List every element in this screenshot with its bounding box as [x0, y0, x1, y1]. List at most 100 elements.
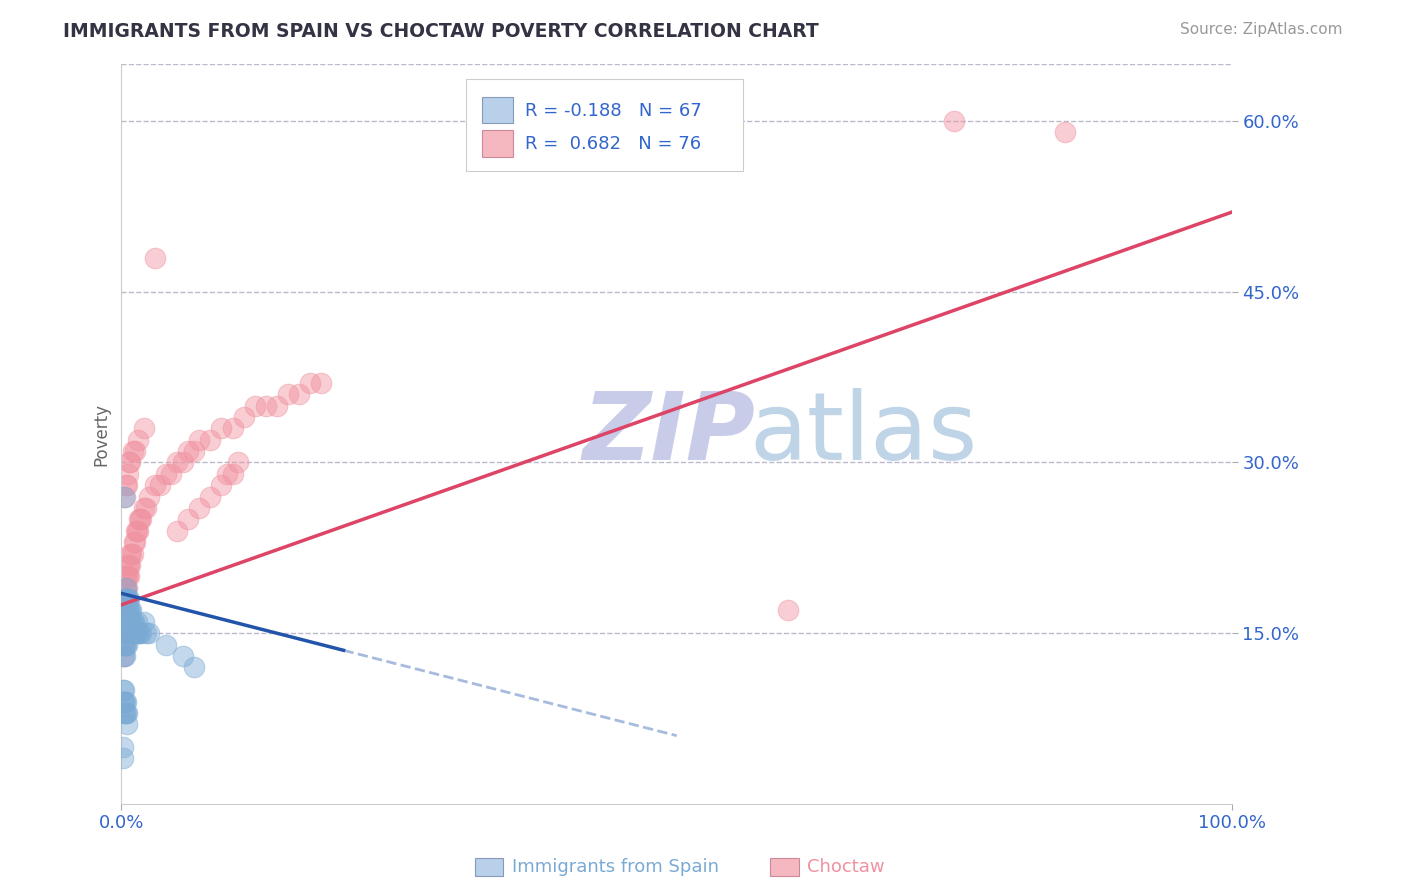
Point — [111, 638, 134, 652]
Point — [115, 581, 138, 595]
Point — [124, 626, 146, 640]
Point — [120, 615, 142, 629]
Point — [188, 501, 211, 516]
Text: IMMIGRANTS FROM SPAIN VS CHOCTAW POVERTY CORRELATION CHART: IMMIGRANTS FROM SPAIN VS CHOCTAW POVERTY… — [63, 22, 820, 41]
Point — [132, 501, 155, 516]
Point — [135, 501, 157, 516]
Point — [127, 433, 149, 447]
Point — [117, 467, 139, 481]
Text: Source: ZipAtlas.com: Source: ZipAtlas.com — [1180, 22, 1343, 37]
Point — [172, 455, 194, 469]
Point — [112, 626, 135, 640]
Point — [114, 638, 136, 652]
Point — [111, 751, 134, 765]
Point — [209, 478, 232, 492]
Point — [128, 626, 150, 640]
Point — [111, 615, 134, 629]
Point — [115, 615, 138, 629]
Point — [226, 455, 249, 469]
Point — [114, 603, 136, 617]
Point — [135, 626, 157, 640]
Point — [115, 592, 138, 607]
Point — [112, 592, 135, 607]
Point — [166, 455, 188, 469]
Point — [115, 581, 138, 595]
Point — [138, 490, 160, 504]
Point — [121, 444, 143, 458]
Point — [118, 615, 141, 629]
Point — [117, 626, 139, 640]
Point — [115, 706, 138, 720]
Point — [127, 626, 149, 640]
Point — [112, 626, 135, 640]
Point — [115, 603, 138, 617]
Point — [112, 638, 135, 652]
Point — [114, 694, 136, 708]
Point — [111, 683, 134, 698]
Point — [115, 569, 138, 583]
Point — [112, 648, 135, 663]
Point — [112, 706, 135, 720]
Point — [299, 376, 322, 390]
Point — [132, 421, 155, 435]
Point — [177, 444, 200, 458]
Point — [221, 421, 243, 435]
Point — [112, 694, 135, 708]
Point — [114, 490, 136, 504]
Point — [112, 490, 135, 504]
Point — [121, 547, 143, 561]
Point — [117, 569, 139, 583]
Point — [115, 478, 138, 492]
Point — [215, 467, 238, 481]
Point — [117, 592, 139, 607]
Point — [117, 558, 139, 572]
Point — [112, 581, 135, 595]
Text: atlas: atlas — [749, 388, 977, 480]
Point — [115, 717, 138, 731]
Point — [188, 433, 211, 447]
Point — [112, 615, 135, 629]
Point — [943, 114, 966, 128]
Y-axis label: Poverty: Poverty — [93, 402, 110, 466]
Point — [115, 638, 138, 652]
Point — [127, 524, 149, 538]
Point — [111, 694, 134, 708]
Point — [114, 569, 136, 583]
Point — [115, 626, 138, 640]
Point — [111, 592, 134, 607]
Point — [120, 603, 142, 617]
Point — [115, 694, 138, 708]
Point — [143, 478, 166, 492]
Point — [120, 603, 142, 617]
Point — [117, 615, 139, 629]
Point — [114, 581, 136, 595]
Point — [277, 387, 299, 401]
Text: Choctaw: Choctaw — [807, 858, 884, 876]
Point — [311, 376, 333, 390]
Point — [112, 638, 135, 652]
FancyBboxPatch shape — [482, 130, 513, 157]
Text: R =  0.682   N = 76: R = 0.682 N = 76 — [524, 135, 700, 153]
Point — [115, 603, 138, 617]
Point — [221, 467, 243, 481]
Point — [121, 615, 143, 629]
Point — [115, 478, 138, 492]
Point — [288, 387, 311, 401]
Point — [124, 444, 146, 458]
Point — [232, 409, 254, 424]
Point — [111, 592, 134, 607]
Point — [132, 615, 155, 629]
Point — [114, 706, 136, 720]
Point — [125, 615, 148, 629]
Point — [128, 512, 150, 526]
Point — [138, 626, 160, 640]
Point — [149, 478, 172, 492]
Point — [120, 615, 142, 629]
Point — [122, 615, 145, 629]
Point — [160, 467, 183, 481]
Point — [115, 592, 138, 607]
Point — [114, 592, 136, 607]
Point — [166, 524, 188, 538]
Point — [120, 558, 142, 572]
Point — [143, 251, 166, 265]
